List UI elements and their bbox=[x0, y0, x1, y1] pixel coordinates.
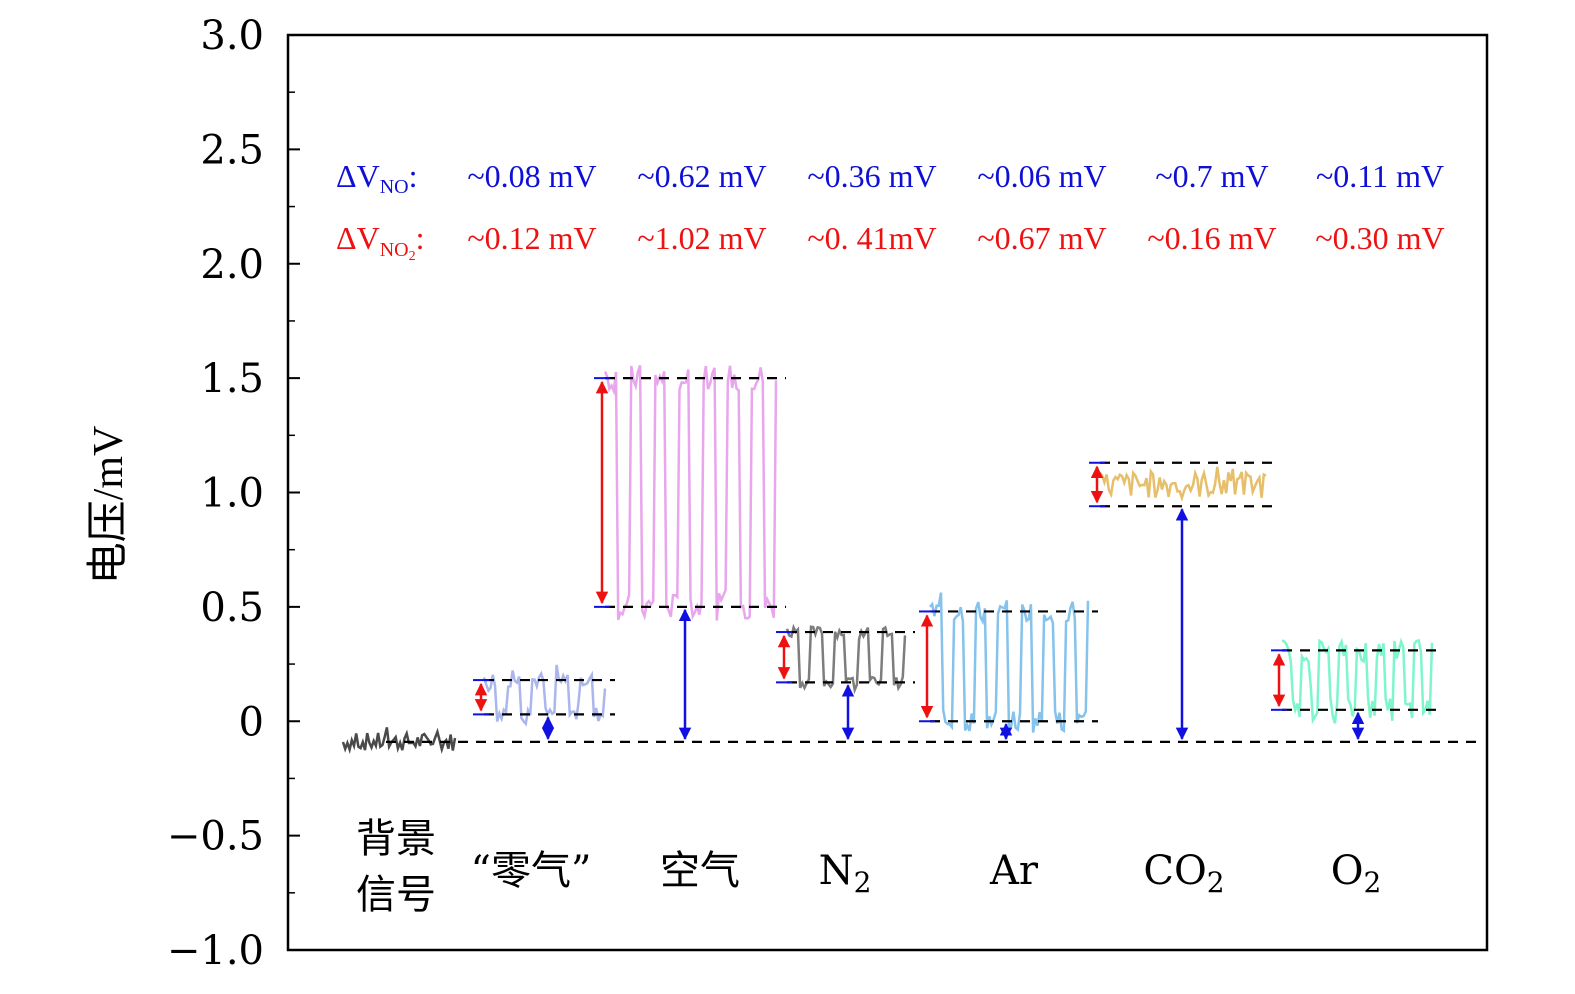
signal-trace bbox=[482, 664, 607, 727]
no-annotation-prefix: ΔVNO: bbox=[336, 158, 417, 198]
signal-trace bbox=[1098, 466, 1267, 503]
no-delta-value: ~0.7 mV bbox=[1155, 158, 1268, 194]
category-label: O2 bbox=[1331, 848, 1382, 899]
y-tick-label: 3.0 bbox=[200, 13, 264, 59]
no2-delta-value: ~0.16 mV bbox=[1147, 220, 1276, 256]
signal-trace bbox=[341, 727, 457, 755]
level-lines bbox=[386, 377, 1484, 743]
y-tick-label: 1.0 bbox=[200, 471, 264, 517]
category-label: 背景 bbox=[356, 816, 436, 862]
no2-delta-value: ~0.12 mV bbox=[467, 220, 596, 256]
no2-delta-value: ~1.02 mV bbox=[637, 220, 766, 256]
y-tick-label: −1.0 bbox=[167, 928, 264, 974]
y-tick-label: 2.0 bbox=[200, 242, 264, 288]
no-annotation-row: ΔVNO: ~0.08 mV ~0.62 mV ~0.36 mV ~0.06 mV ~0… bbox=[336, 158, 1444, 198]
no-delta-value: ~0.06 mV bbox=[977, 158, 1106, 194]
y-tick-label: 1.5 bbox=[200, 356, 264, 402]
signal-trace bbox=[929, 592, 1090, 734]
signal-trace bbox=[603, 365, 778, 621]
y-tick-label: 0.5 bbox=[200, 585, 264, 631]
delta-arrows bbox=[473, 377, 1365, 741]
signal-trace bbox=[1281, 637, 1434, 725]
y-axis: 3.0 2.5 2.0 1.5 1.0 0.5 0 −0.5 −1.0 bbox=[167, 13, 300, 974]
y-tick-label: −0.5 bbox=[167, 814, 264, 860]
category-label: 空气 bbox=[660, 848, 740, 894]
category-label: CO2 bbox=[1143, 848, 1224, 899]
category-label: N2 bbox=[819, 848, 872, 899]
no-delta-value: ~0.08 mV bbox=[467, 158, 596, 194]
no-delta-value: ~0.36 mV bbox=[807, 158, 936, 194]
y-tick-label: 0 bbox=[239, 699, 264, 745]
no2-annotation-prefix: ΔVNO2: bbox=[336, 220, 424, 264]
category-label: “零气” bbox=[471, 848, 592, 894]
no-delta-value: ~0.11 mV bbox=[1316, 158, 1444, 194]
y-axis-label: 电压/mV bbox=[86, 426, 132, 585]
category-label: Ar bbox=[989, 848, 1039, 894]
no2-delta-value: ~0.30 mV bbox=[1315, 220, 1444, 256]
y-tick-label: 2.5 bbox=[200, 127, 264, 173]
no2-delta-value: ~0.67 mV bbox=[977, 220, 1106, 256]
category-label-line2: 信号 bbox=[356, 872, 436, 918]
traces bbox=[341, 365, 1434, 755]
no-delta-value: ~0.62 mV bbox=[637, 158, 766, 194]
signal-trace bbox=[785, 623, 907, 695]
no2-delta-value: ~0. 41mV bbox=[807, 220, 936, 256]
no2-annotation-row: ΔVNO2: ~0.12 mV ~1.02 mV ~0. 41mV ~0.67 mV ~… bbox=[336, 220, 1445, 264]
